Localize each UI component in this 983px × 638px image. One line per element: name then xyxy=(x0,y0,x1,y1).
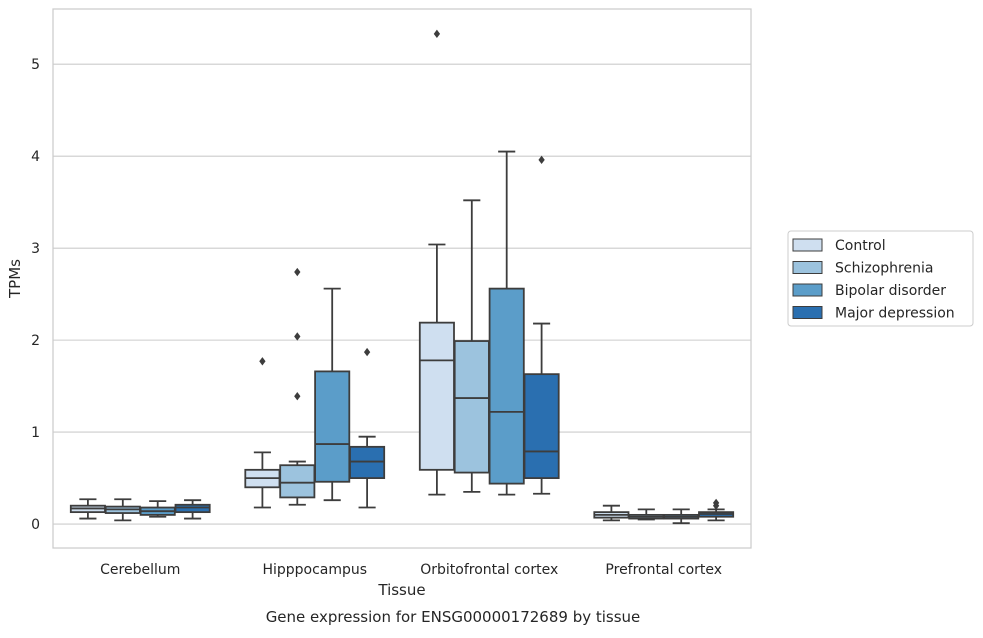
plot-frame xyxy=(52,8,752,549)
outlier-point xyxy=(294,267,301,277)
legend-swatch xyxy=(792,283,823,297)
box-major-depression-prefrontal-cortex xyxy=(698,498,735,522)
box-schizophrenia-cerebellum xyxy=(104,498,141,522)
legend-label: Major depression xyxy=(835,306,955,322)
box-schizophrenia-hipppocampus xyxy=(279,267,316,506)
y-tick-label: 4 xyxy=(31,149,40,165)
outlier-point xyxy=(294,332,301,341)
box-major-depression-hipppocampus xyxy=(349,347,386,509)
box-major-depression-orbitofrontal-cortex xyxy=(523,155,560,495)
legend-label: Bipolar disorder xyxy=(835,283,946,299)
box-body xyxy=(453,340,490,474)
box-bipolar-disorder-prefrontal-cortex xyxy=(663,508,700,525)
y-axis-label: TPMs xyxy=(6,259,24,299)
x-tick-labels: Cerebellum Hipppocampus Orbitofrontal cort… xyxy=(100,562,722,578)
box-bipolar-disorder-hipppocampus xyxy=(314,287,351,502)
outlier-point xyxy=(259,357,266,366)
y-tick-labels: 0 1 2 3 4 5 xyxy=(31,57,40,533)
box-body xyxy=(349,445,386,479)
box-body xyxy=(174,503,211,514)
legend-swatch xyxy=(792,238,823,252)
box-schizophrenia-orbitofrontal-cortex xyxy=(453,199,490,493)
box-body xyxy=(279,464,316,499)
legend-swatch xyxy=(792,306,823,319)
box-body xyxy=(418,321,455,471)
y-tick-label: 3 xyxy=(31,241,40,257)
outlier-point xyxy=(433,29,441,39)
y-tick-label: 0 xyxy=(31,517,40,533)
outlier-point xyxy=(363,347,371,357)
x-tick-label: Hipppocampus xyxy=(262,562,367,578)
box-bipolar-disorder-orbitofrontal-cortex xyxy=(488,150,525,496)
chart-title: Gene expression for ENSG00000172689 by t… xyxy=(266,608,641,626)
y-tick-label: 5 xyxy=(31,57,40,73)
x-tick-label: Cerebellum xyxy=(100,562,180,578)
grid-layer xyxy=(53,63,751,525)
y-tick-label: 2 xyxy=(31,333,40,349)
legend-swatch xyxy=(792,261,823,274)
box-control-hipppocampus xyxy=(244,357,281,509)
legend: Control Schizophrenia Bipolar disorder Majo… xyxy=(787,230,974,327)
legend-label: Schizophrenia xyxy=(835,261,933,277)
x-tick-label: Orbitofrontal cortex xyxy=(420,562,558,578)
legend-frame xyxy=(787,230,974,327)
box-major-depression-cerebellum xyxy=(174,499,211,520)
legend-label: Control xyxy=(835,238,886,254)
box-body xyxy=(314,370,351,483)
box-bipolar-disorder-cerebellum xyxy=(139,500,176,518)
y-tick-label: 1 xyxy=(31,425,40,441)
box-control-cerebellum xyxy=(69,498,106,520)
outlier-point xyxy=(538,155,545,165)
box-body xyxy=(523,373,560,479)
box-layer xyxy=(69,29,735,525)
box-control-orbitofrontal-cortex xyxy=(418,29,455,496)
box-body xyxy=(488,287,525,485)
outlier-point xyxy=(712,501,720,510)
outlier-point xyxy=(294,392,301,401)
box-schizophrenia-prefrontal-cortex xyxy=(628,508,665,521)
x-tick-label: Prefrontal cortex xyxy=(605,562,722,578)
x-axis-label: Tissue xyxy=(377,581,425,599)
box-control-prefrontal-cortex xyxy=(593,504,630,522)
